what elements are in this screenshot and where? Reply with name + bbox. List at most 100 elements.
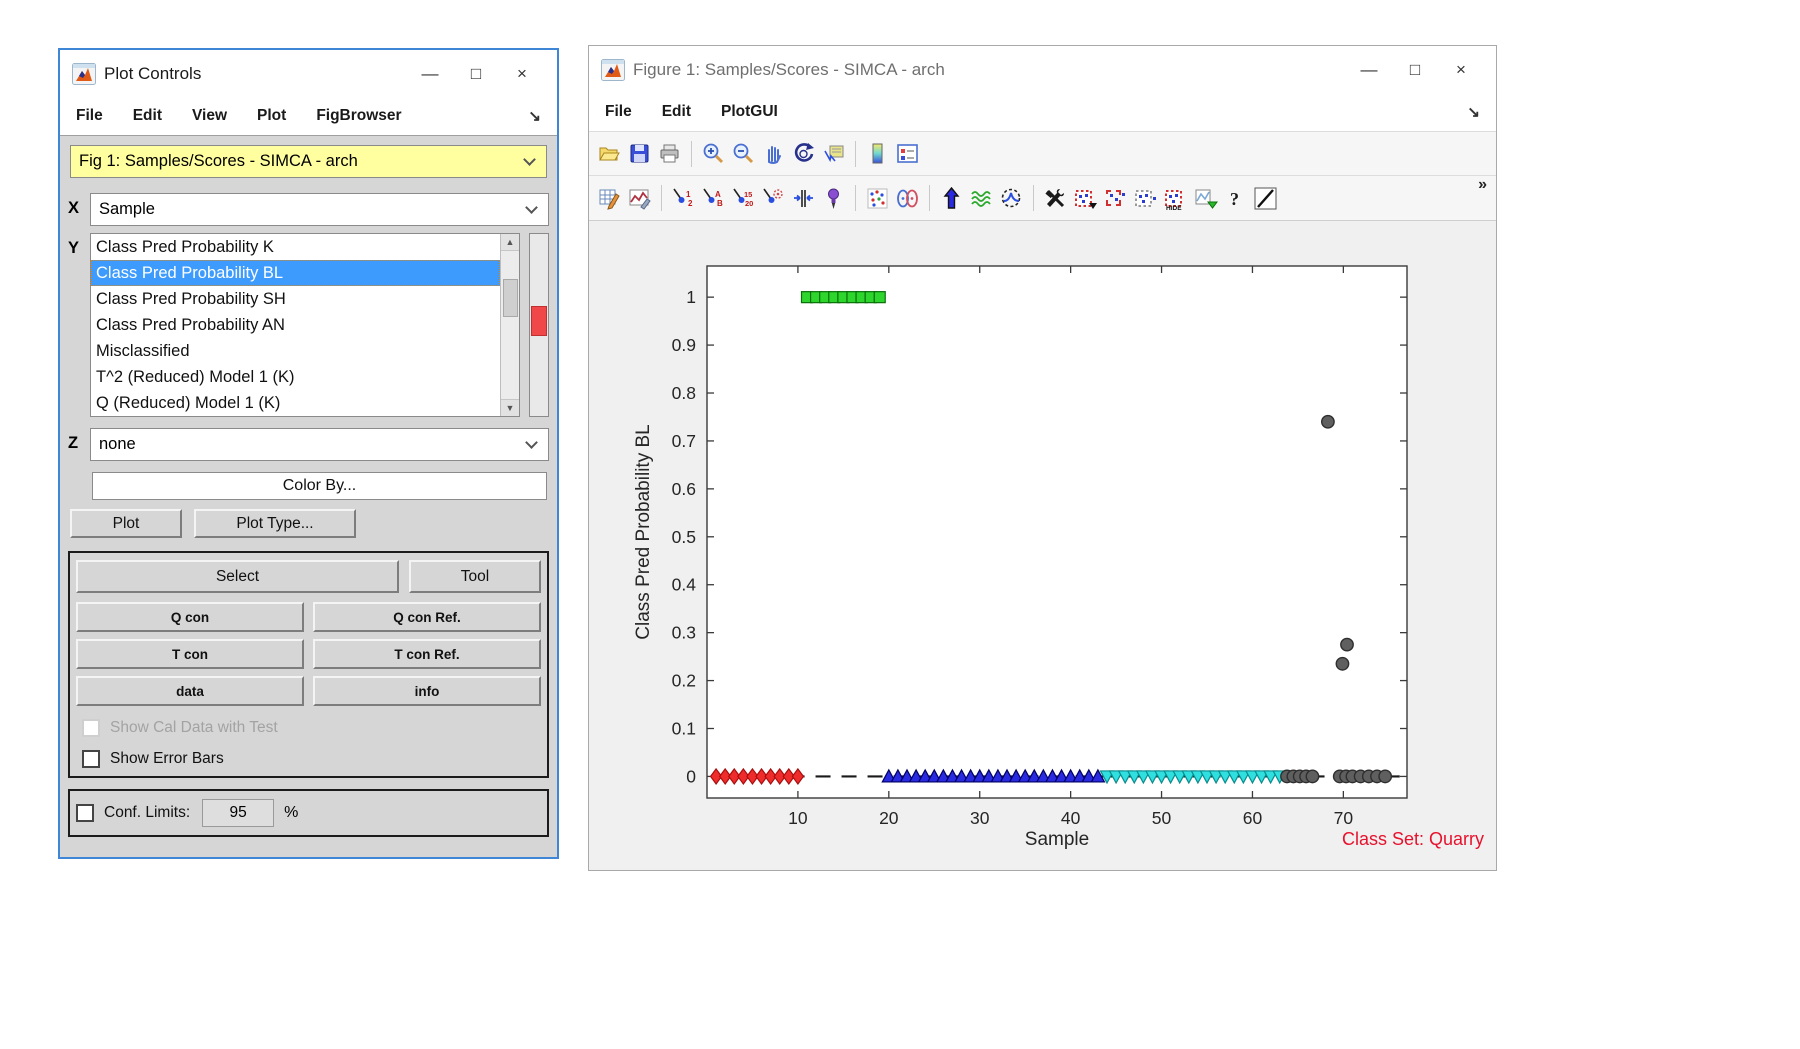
x-axis-row: X Sample (68, 193, 549, 226)
y-list-item[interactable]: Class Pred Probability K (96, 238, 274, 256)
data-marker (1144, 770, 1160, 785)
data-marker (773, 767, 786, 785)
rotate-3d-icon[interactable] (790, 140, 817, 167)
scroll-down-icon[interactable]: ▼ (501, 399, 519, 416)
y-list-item[interactable]: Class Pred Probability AN (96, 316, 285, 334)
data-marker (709, 767, 723, 785)
colorbar-icon[interactable] (864, 140, 891, 167)
show-cal-checkbox[interactable] (82, 719, 100, 737)
y-tick-label: 0.3 (672, 623, 696, 643)
menu-file[interactable]: File (76, 107, 103, 124)
plot-controls-body: Fig 1: Samples/Scores - SIMCA - arch X S… (60, 135, 557, 857)
plot-controls-titlebar[interactable]: Plot Controls — □ × (60, 50, 557, 97)
select-button[interactable]: Select (76, 560, 399, 593)
dock-arrow-icon[interactable]: ↘ (1467, 104, 1480, 121)
toolbox-options-icon[interactable] (1042, 185, 1069, 212)
figure-selector-dropdown[interactable]: Fig 1: Samples/Scores - SIMCA - arch (70, 145, 547, 178)
plot-type-button[interactable]: Plot Type... (194, 509, 356, 538)
y-list-item[interactable]: Class Pred Probability BL (91, 260, 500, 286)
peak-find-icon[interactable] (998, 185, 1025, 212)
toolbar-overflow-chevron[interactable]: » (1478, 176, 1487, 193)
close-button[interactable]: × (1456, 59, 1466, 79)
maximize-button[interactable]: □ (470, 63, 482, 83)
label-values-icon[interactable]: 15 20 (730, 185, 757, 212)
y-list-item[interactable]: Class Pred Probability SH (96, 290, 286, 308)
minimize-button[interactable]: — (421, 63, 439, 83)
exclude-selection-icon[interactable] (1192, 185, 1219, 212)
dock-arrow-icon[interactable]: ↘ (528, 108, 541, 125)
plot-axes-box (706, 265, 1408, 799)
minimize-button[interactable]: — (1360, 59, 1378, 79)
conf-limits-unit: % (284, 804, 299, 821)
color-by-button[interactable]: Color By... (92, 472, 547, 500)
help-icon[interactable]: ? (1222, 185, 1249, 212)
pin-axes-icon[interactable] (820, 185, 847, 212)
plot-button[interactable]: Plot (70, 509, 182, 538)
edit-plot-icon[interactable] (626, 185, 653, 212)
x-axis-dropdown[interactable]: Sample (90, 193, 549, 226)
edit-table-icon[interactable] (596, 185, 623, 212)
hide-excluded-icon[interactable]: HIDE (1162, 185, 1189, 212)
menu-plot[interactable]: Plot (257, 107, 287, 124)
y-list-slider[interactable] (529, 233, 549, 417)
zoom-out-icon[interactable] (730, 140, 757, 167)
reset-axes-icon[interactable] (938, 185, 965, 212)
conf-limits-input[interactable]: 95 (202, 799, 275, 827)
color-classes-icon[interactable] (864, 185, 891, 212)
data-cursor-icon[interactable] (820, 140, 847, 167)
legend-icon[interactable] (894, 140, 921, 167)
menu-file[interactable]: File (605, 103, 632, 120)
menu-plotgui[interactable]: PlotGUI (720, 103, 778, 120)
y-list-item[interactable]: Q (Reduced) Model 1 (K) (96, 394, 281, 412)
print-icon[interactable] (656, 140, 683, 167)
info-button[interactable]: info (313, 676, 541, 706)
t-con-button[interactable]: T con (76, 639, 304, 669)
chevron-down-icon (523, 153, 536, 166)
scroll-up-icon[interactable]: ▲ (501, 234, 519, 251)
scatter-plot[interactable]: 10 20 30 40 50 60 70 0 0.1 0.2 0.3 0.4 0.5 0.6 0.7 0.8 0… (589, 221, 1496, 867)
close-button[interactable]: × (517, 63, 527, 83)
figure-titlebar[interactable]: Figure 1: Samples/Scores - SIMCA - arch … (589, 46, 1496, 93)
open-icon[interactable] (596, 140, 623, 167)
conf-ellipses-icon[interactable] (894, 185, 921, 212)
data-marker (1378, 769, 1393, 784)
z-axis-dropdown[interactable]: none (90, 428, 549, 461)
pan-icon[interactable] (760, 140, 787, 167)
select-inverse-icon[interactable] (1102, 185, 1129, 212)
select-menu-icon[interactable] (1072, 185, 1099, 212)
conf-limits-checkbox[interactable] (76, 804, 94, 822)
data-marker (1244, 770, 1260, 785)
data-marker (1008, 768, 1024, 783)
data-button[interactable]: data (76, 676, 304, 706)
show-error-bars-label: Show Error Bars (110, 750, 224, 767)
y-list-item[interactable]: Misclassified (96, 342, 190, 360)
q-con-ref-button[interactable]: Q con Ref. (313, 602, 541, 632)
view-spectra-icon[interactable] (968, 185, 995, 212)
tool-button[interactable]: Tool (409, 560, 541, 593)
window-controls: — □ × (407, 64, 545, 84)
save-icon[interactable] (626, 140, 653, 167)
menu-edit[interactable]: Edit (661, 103, 691, 120)
menu-figbrowser[interactable]: FigBrowser (316, 107, 402, 124)
line-style-icon[interactable] (1252, 185, 1279, 212)
menu-view[interactable]: View (191, 107, 228, 124)
axis-tight-icon[interactable] (790, 185, 817, 212)
listbox-scrollbar[interactable]: ▲ ▼ (500, 234, 519, 416)
declutter-labels-icon[interactable] (760, 185, 787, 212)
maximize-button[interactable]: □ (1409, 59, 1421, 79)
t-con-ref-button[interactable]: T con Ref. (313, 639, 541, 669)
data-marker (890, 768, 906, 783)
y-list-slider-thumb[interactable] (531, 306, 547, 336)
show-error-bars-checkbox[interactable] (82, 750, 100, 768)
zoom-in-icon[interactable] (700, 140, 727, 167)
y-list-item[interactable]: T^2 (Reduced) Model 1 (K) (96, 368, 295, 386)
scrollbar-thumb[interactable] (502, 279, 518, 317)
select-none-icon[interactable] (1132, 185, 1159, 212)
y-axis-row: Y Class Pred Probability K Class Pred Pro… (68, 233, 549, 417)
chevron-down-icon (525, 201, 538, 214)
y-axis-listbox[interactable]: Class Pred Probability K Class Pred Proba… (90, 233, 520, 417)
q-con-button[interactable]: Q con (76, 602, 304, 632)
menu-edit[interactable]: Edit (132, 107, 162, 124)
